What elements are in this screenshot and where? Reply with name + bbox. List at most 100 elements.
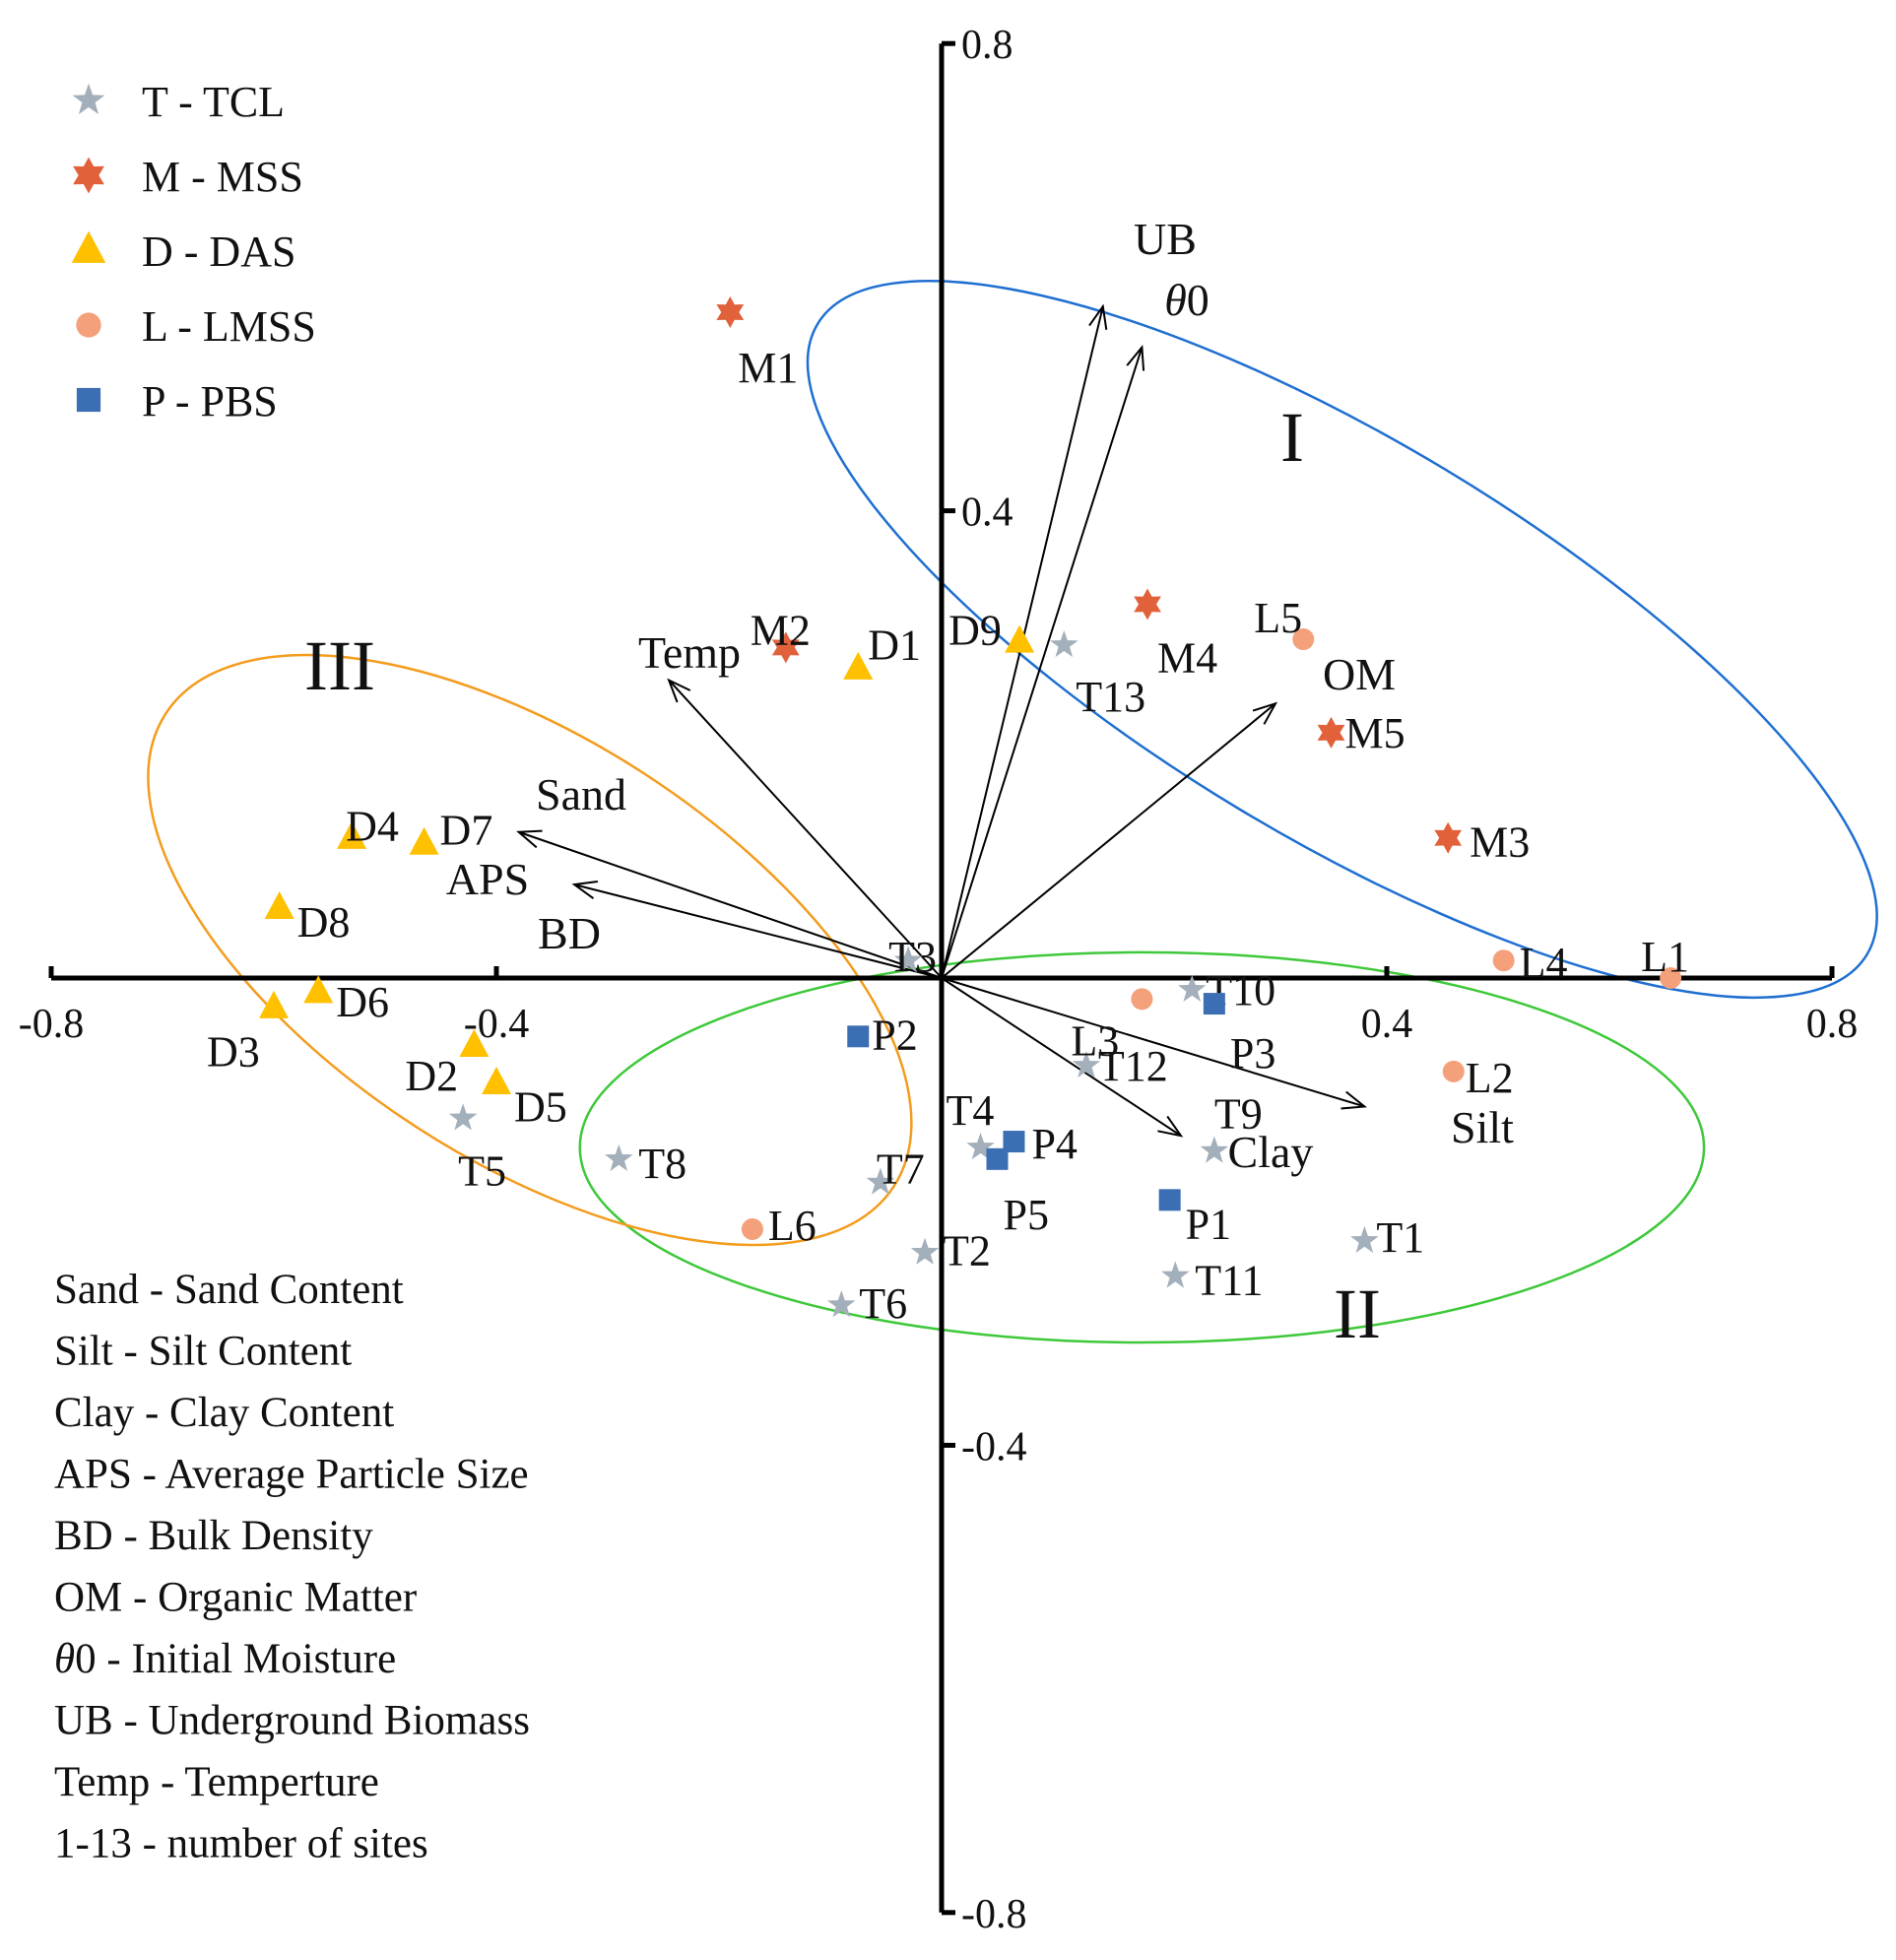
point-M5-label: M5 [1345, 709, 1406, 757]
vector-UB-arrowhead [1088, 303, 1108, 330]
point-P3-label: P3 [1230, 1029, 1275, 1078]
vector-Clay-label: Clay [1228, 1127, 1314, 1177]
region-II-ellipse [578, 950, 1706, 1344]
point-M2-marker [771, 631, 800, 664]
point-D5-marker [482, 1066, 511, 1094]
point-T12-label: T12 [1098, 1042, 1168, 1090]
point-T9-label: T9 [1214, 1090, 1263, 1139]
vector-Sand-arrowhead [516, 829, 543, 849]
legend-L-marker [76, 312, 101, 338]
vector-OM-arrowhead [1252, 701, 1278, 725]
point-D1-label: D1 [868, 621, 921, 670]
region-III-ellipse [147, 653, 913, 1247]
abbreviation-line: UB - Underground Biomass [54, 1698, 530, 1744]
point-T2-marker [910, 1237, 940, 1265]
point-L6-marker [741, 1217, 763, 1240]
point-M3-label: M3 [1470, 818, 1530, 867]
point-T3-marker [893, 946, 923, 973]
point-T5-marker [448, 1103, 478, 1131]
point-T4-marker [966, 1133, 995, 1160]
point-T7-marker [866, 1167, 895, 1195]
vector-OM-line [941, 702, 1276, 979]
vector-Temp-line [668, 679, 943, 979]
point-D2-label: D2 [405, 1052, 458, 1100]
point-T13-marker [1050, 630, 1079, 658]
vector-UB-label: UB [1134, 214, 1197, 264]
point-T2-label: T2 [943, 1227, 991, 1275]
point-P2-marker [847, 1025, 870, 1048]
vector-Temp-arrowhead [667, 678, 691, 703]
vector-APS-arrowhead [571, 881, 599, 900]
legend-D-label: D - DAS [142, 228, 295, 276]
point-M5-marker [1317, 716, 1345, 749]
y-tick-label: 0.4 [961, 490, 1013, 536]
point-M4-label: M4 [1157, 633, 1217, 682]
point-L1-label: L1 [1641, 933, 1689, 981]
point-T6-marker [827, 1290, 856, 1318]
legend-P-marker [76, 387, 101, 413]
point-D6-label: D6 [336, 978, 389, 1026]
point-T6-label: T6 [859, 1279, 907, 1328]
legend-P-label: P - PBS [142, 377, 278, 425]
point-P3-marker [1203, 993, 1225, 1015]
point-D5-label: D5 [514, 1083, 567, 1132]
x-tick-label: 0.4 [1361, 1002, 1413, 1047]
vector-θ0-line [941, 347, 1144, 979]
point-D6-marker [303, 975, 334, 1004]
vector-Silt-arrowhead [1340, 1090, 1367, 1110]
point-P4-label: P4 [1031, 1120, 1077, 1168]
vector-θ0-label: θ0 [1164, 275, 1210, 325]
variable-BD-label: BD [538, 908, 601, 958]
abbreviation-line: BD - Bulk Density [54, 1513, 373, 1559]
point-D7-marker [409, 826, 439, 855]
region-I-ellipse [806, 280, 1878, 1000]
abbreviation-line: Temp - Temperture [54, 1759, 379, 1805]
point-T9-marker [1200, 1136, 1229, 1163]
point-D4-marker [337, 820, 367, 849]
vector-Temp-label: Temp [638, 627, 741, 678]
point-M1-marker [716, 296, 745, 328]
point-P1-marker [1158, 1189, 1181, 1211]
abbreviation-list: Sand - Sand Content Silt - Silt Content Cl… [54, 1267, 530, 1867]
point-D7-label: D7 [440, 807, 493, 855]
point-D4-label: D4 [346, 803, 399, 851]
point-L2-label: L2 [1466, 1054, 1514, 1102]
point-M3-marker [1434, 821, 1462, 854]
point-T11-label: T11 [1195, 1256, 1263, 1304]
axes: -0.8 -0.4 0.4 0.80.80.4-0.4-0.8 [19, 23, 1859, 1937]
point-L4-marker [1492, 949, 1515, 972]
point-D9-marker [1005, 624, 1035, 653]
region-III-label: III [304, 626, 375, 705]
y-tick-label: 0.8 [961, 23, 1013, 68]
point-D2-marker [459, 1028, 490, 1057]
point-L3-marker [1131, 988, 1153, 1011]
point-D3-marker [259, 990, 289, 1018]
point-P2-label: P2 [872, 1011, 917, 1059]
x-tick-label: 0.8 [1806, 1002, 1859, 1047]
site-points: T1T2T3T4T5T6T7T8T9T10T11T12T13M1M2M3M4M5… [207, 296, 1689, 1328]
point-T11-marker [1161, 1261, 1190, 1288]
abbreviation-line: Sand - Sand Content [54, 1267, 404, 1313]
y-tick-label: -0.4 [961, 1424, 1027, 1470]
abbreviation-line: 1-13 - number of sites [54, 1821, 428, 1867]
vector-Clay-arrowhead [1157, 1115, 1184, 1138]
vector-Clay-line [941, 977, 1182, 1137]
legend-M-marker [73, 157, 104, 194]
legend: T - TCL M - MSS D - DAS L - LMSS P - PBS [71, 78, 316, 425]
point-L3-label: L3 [1071, 1016, 1119, 1065]
legend-T-label: T - TCL [142, 78, 285, 126]
point-P5-marker [986, 1147, 1009, 1170]
vector-OM-label: OM [1323, 649, 1396, 699]
point-D9-label: D9 [948, 606, 1002, 654]
vector-Sand-label: Sand [536, 769, 626, 819]
point-D8-marker [264, 891, 294, 920]
point-P4-marker [1003, 1131, 1025, 1153]
region-II-label: II [1334, 1274, 1381, 1353]
point-L6-label: L6 [768, 1202, 817, 1250]
point-P1-label: P1 [1186, 1200, 1231, 1248]
legend-D-marker [71, 230, 106, 263]
abbreviation-line: OM - Organic Matter [54, 1575, 417, 1621]
point-T8-marker [605, 1143, 633, 1171]
abbreviation-line: θ0 - Initial Moisture [54, 1636, 396, 1682]
